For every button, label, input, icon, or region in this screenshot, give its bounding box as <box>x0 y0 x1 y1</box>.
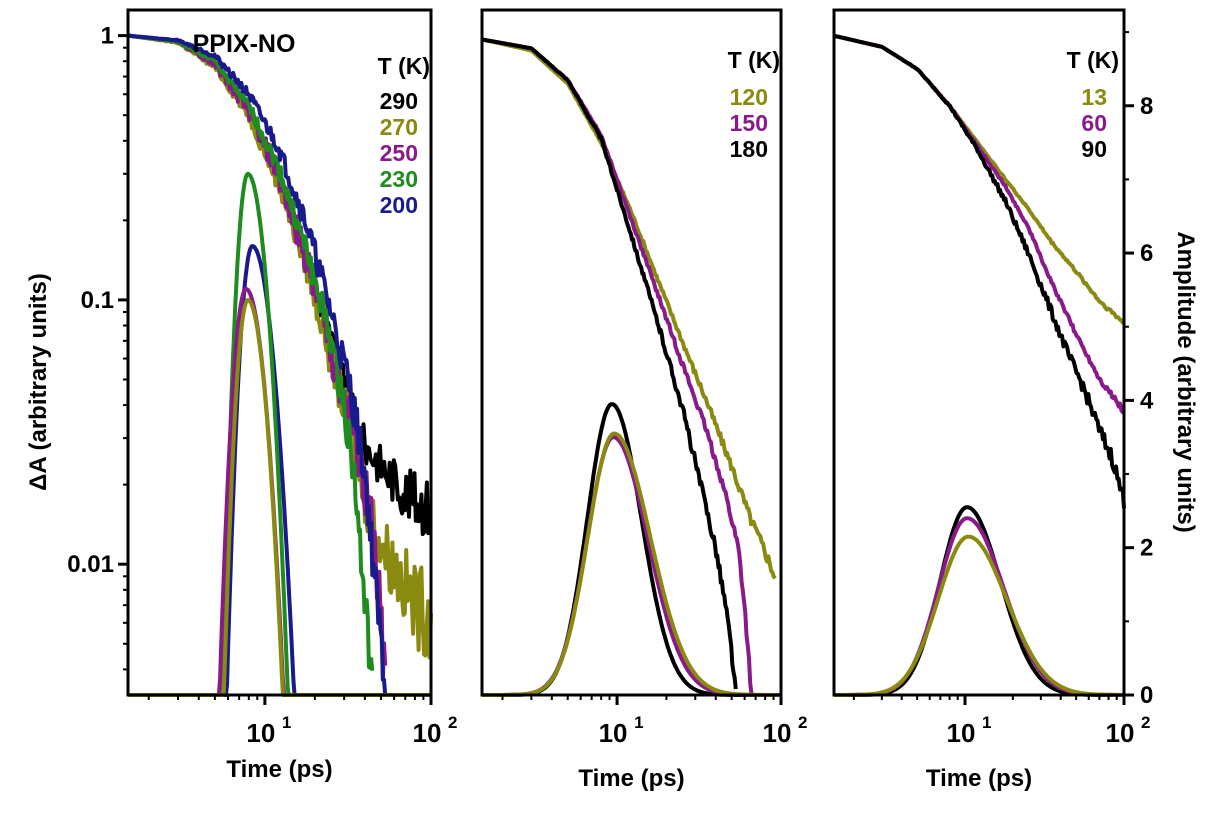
panel-title: PPIX-NO <box>193 30 296 58</box>
legend-entry-60: 60 <box>1081 110 1107 136</box>
x-tick-label: 10 <box>763 718 792 748</box>
legend-entry-290: 290 <box>380 88 418 114</box>
series-line-90-pulse <box>833 505 1125 697</box>
legend-entry-270: 270 <box>380 114 418 140</box>
x-tick-label: 10 <box>599 718 628 748</box>
series-line-230 <box>127 33 375 671</box>
y-tick-label: 1 <box>101 23 114 50</box>
x-tick-label-exponent: 2 <box>1141 713 1150 732</box>
legend-entry-90: 90 <box>1081 136 1107 162</box>
panel-1: 10 1 10 2 Time (ps) 1 0.1 0.01 PPIX-NO T (K) 29027… <box>67 8 457 783</box>
legend-title: T (K) <box>728 47 780 73</box>
series-line-13 <box>833 33 1125 325</box>
legend-title: T (K) <box>378 53 430 79</box>
y-tick-label: 0 <box>1140 682 1153 709</box>
plot-frame <box>832 8 1126 697</box>
x-axis-label: Time (ps) <box>578 765 684 792</box>
legend-entry-180: 180 <box>730 136 768 162</box>
plot-frame <box>126 8 433 697</box>
series-line-200 <box>127 33 388 696</box>
x-tick-label-exponent: 2 <box>448 713 457 732</box>
y-tick-label: 0.01 <box>67 551 114 578</box>
x-tick-label: 10 <box>1106 718 1135 748</box>
x-axis-label: Time (ps) <box>926 765 1032 792</box>
legend-entry-120: 120 <box>730 84 768 110</box>
y-tick-label: 6 <box>1140 240 1153 267</box>
x-tick-label: 10 <box>413 718 442 748</box>
series-line-150 <box>481 37 754 694</box>
x-tick-label-exponent: 1 <box>634 713 643 732</box>
x-tick-label: 10 <box>246 718 275 748</box>
series-line-180 <box>481 37 738 690</box>
legend-entry-150: 150 <box>730 110 768 136</box>
legend-entry-230: 230 <box>380 166 418 192</box>
y-tick-label: 8 <box>1140 93 1153 120</box>
left-y-axis-label: ΔA (arbitrary units) <box>25 273 52 491</box>
legend-entry-250: 250 <box>380 140 418 166</box>
series-line-13-pulse <box>833 534 1125 697</box>
legend-entry-200: 200 <box>380 192 418 218</box>
series-line-250 <box>127 33 388 682</box>
x-tick-label-exponent: 1 <box>982 713 991 732</box>
legend-entry-13: 13 <box>1081 84 1107 110</box>
x-tick-label: 10 <box>947 718 976 748</box>
series-line-180-pulse <box>481 402 782 697</box>
x-axis-label: Time (ps) <box>226 756 332 783</box>
y-tick-label: 4 <box>1140 387 1154 414</box>
legend-title: T (K) <box>1067 47 1119 73</box>
y-tick-label: 2 <box>1140 535 1153 562</box>
right-y-axis-label: Amplitude (arbitrary units) <box>1172 231 1199 532</box>
x-tick-label-exponent: 1 <box>282 713 291 732</box>
series-line-90 <box>833 33 1126 509</box>
y-tick-label: 0.1 <box>81 287 114 314</box>
x-tick-label-exponent: 2 <box>798 713 807 732</box>
plot-frame <box>480 8 783 697</box>
